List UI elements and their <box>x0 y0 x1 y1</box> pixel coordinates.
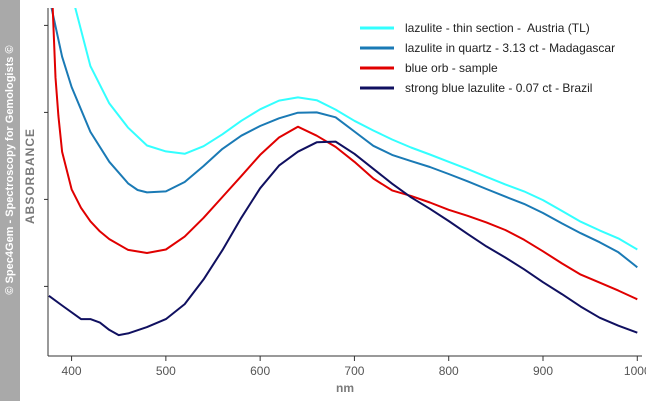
x-tick-label: 700 <box>344 364 364 378</box>
plot-area <box>48 8 642 356</box>
x-axis-title: nm <box>336 381 354 395</box>
y-axis-title: ABSORBANCE <box>23 128 37 224</box>
x-tick-label: 600 <box>250 364 270 378</box>
credit-sidebar: © Spec4Gem - Spectroscopy for Gemologist… <box>0 0 20 401</box>
legend-label: blue orb - sample <box>405 61 498 75</box>
x-tick-label: 900 <box>533 364 553 378</box>
series-line-lazulite-thin-section-austria-tl <box>74 8 638 251</box>
legend-label: lazulite in quartz - 3.13 ct - Madagasca… <box>405 41 615 55</box>
x-tick-label: 500 <box>156 364 176 378</box>
series-line-blue-orb-sample <box>51 8 638 301</box>
x-tick-label: 1000 <box>624 364 646 378</box>
legend: lazulite - thin section - Austria (TL) la… <box>360 21 615 95</box>
x-ticks: 400 500 600 700 800 900 1000 <box>62 356 646 378</box>
legend-label: strong blue lazulite - 0.07 ct - Brazil <box>405 81 592 95</box>
series-line-lazulite-in-quartz-3-13-ct-madagascar <box>50 8 638 269</box>
legend-label: lazulite - thin section - Austria (TL) <box>405 21 590 35</box>
series-line-strong-blue-lazulite-0-07-ct-brazil <box>48 140 638 337</box>
series-layer <box>48 8 638 337</box>
x-tick-label: 800 <box>439 364 459 378</box>
y-tick-marks <box>44 24 48 287</box>
x-tick-label: 400 <box>62 364 82 378</box>
